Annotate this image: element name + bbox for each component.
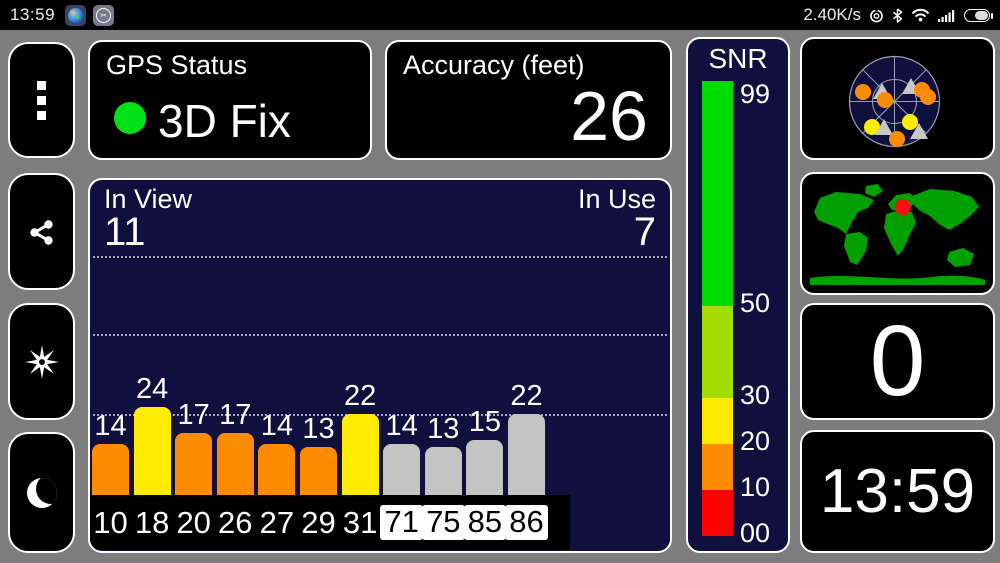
satellite-circle [919, 88, 936, 105]
bar-id-label: 29 [301, 504, 336, 540]
snr-scale-label: 99 [740, 79, 771, 109]
zero-value-card[interactable]: 0 [800, 303, 995, 420]
snr-bar [258, 444, 296, 495]
accuracy-label: Accuracy (feet) [403, 50, 585, 80]
fix-status-value: 3D Fix [158, 95, 291, 147]
satellite-triangle [875, 118, 893, 135]
in-use-label: In Use [577, 184, 656, 214]
bar-value-label: 22 [343, 380, 377, 412]
snr-scale-label: 00 [740, 518, 771, 548]
snr-bar [508, 414, 545, 495]
bar-value-label: 22 [510, 380, 543, 412]
snr-bar [92, 444, 129, 495]
globe-icon [68, 7, 84, 23]
accuracy-value: 26 [570, 77, 648, 155]
menu-button[interactable] [8, 42, 75, 158]
screenshot-app-icon: ✂ [93, 4, 115, 26]
world-map-card[interactable] [800, 172, 995, 295]
satellite-triangle [910, 122, 928, 139]
battery-icon [964, 8, 993, 22]
snr-scale-panel[interactable]: SNR 99 50 30 20 10 00 [686, 37, 790, 553]
scissors-icon: ✂ [96, 7, 112, 23]
bar-id-label: 20 [176, 504, 211, 540]
snr-scale-segment [702, 398, 733, 445]
bar-id-label: 71 [380, 495, 423, 550]
snr-bar [383, 444, 421, 495]
snr-scale-segment [702, 81, 733, 307]
snr-scale-label: 50 [740, 288, 771, 319]
bar-value-label: 14 [94, 410, 127, 442]
accuracy-card[interactable]: Accuracy (feet) 26 [385, 40, 672, 160]
in-view-label: In View [104, 184, 193, 214]
fix-indicator-dot [114, 102, 146, 134]
snr-bar [466, 440, 504, 495]
wifi-icon [911, 8, 930, 22]
snr-scale-label: 30 [740, 380, 771, 411]
bar-id-label: 31 [342, 504, 378, 540]
world-map [810, 184, 985, 285]
snr-scale-segment [702, 490, 733, 536]
bar-id-label: 18 [134, 504, 170, 540]
bar-value-label: 17 [177, 399, 210, 431]
night-mode-button[interactable] [8, 432, 75, 553]
snr-scale-label: 20 [740, 426, 771, 457]
share-button[interactable] [8, 173, 75, 290]
bar-value-label: 24 [135, 373, 169, 405]
night-mode-icon [26, 477, 57, 508]
bar-value-label: 15 [468, 406, 502, 438]
satellite-circle [876, 91, 893, 108]
snr-scale-segment [702, 306, 733, 399]
satellite-circle [888, 130, 905, 147]
map-marker [894, 199, 911, 216]
bar-value-label: 14 [385, 410, 418, 442]
bar-value-label: 17 [219, 399, 252, 431]
snr-bar [175, 433, 213, 495]
snr-scale-title: SNR [708, 43, 768, 74]
sky-view-card[interactable] [800, 37, 995, 160]
in-view-value: 11 [104, 210, 146, 254]
snr-bar [341, 414, 379, 495]
in-use-value: 7 [633, 210, 656, 254]
gridline [93, 414, 667, 416]
gridline [93, 334, 667, 336]
clock-value: 13:59 [819, 457, 976, 526]
bar-value-label: 14 [260, 410, 294, 442]
signal-strength-icon [938, 9, 955, 22]
bar-value-label: 13 [302, 413, 335, 445]
status-icons: 2.40K/s [803, 5, 993, 25]
snr-bar [133, 407, 171, 495]
snr-scale-segment [702, 444, 733, 490]
bar-id-label: 27 [259, 504, 295, 540]
status-bar: 13:59 ✂ 2.40K/s [0, 0, 1000, 30]
snr-bar [424, 447, 462, 495]
satellite-signal-panel[interactable]: In View 11 In Use 7 14 10 24 18 17 20 17 26 14 27… [88, 178, 672, 553]
data-saver-icon [870, 7, 883, 22]
bar-id-label: 26 [218, 504, 253, 540]
bar-id-label: 85 [463, 495, 507, 550]
overflow-menu-icon [37, 80, 46, 120]
bar-value-label: 13 [427, 413, 460, 445]
bluetooth-icon [893, 7, 903, 23]
bar-id-label: 86 [505, 495, 548, 550]
gps-status-card[interactable]: GPS Status 3D Fix [88, 40, 372, 160]
zero-value: 0 [869, 305, 926, 417]
bar-id-label: 10 [93, 504, 128, 540]
snr-bar [300, 447, 337, 495]
brightness-button[interactable] [8, 303, 75, 420]
snr-color-bar [702, 81, 733, 536]
clock-time: 13:59 [10, 5, 56, 24]
share-icon [29, 219, 53, 245]
clock-card[interactable]: 13:59 [800, 430, 995, 553]
bar-id-label: 75 [422, 495, 465, 550]
network-speed: 2.40K/s [803, 5, 861, 24]
snr-bar [216, 433, 254, 495]
gps-app-icon [65, 4, 87, 26]
gps-status-label: GPS Status [106, 50, 248, 80]
satellite-circle [854, 83, 871, 100]
gridline [93, 256, 667, 258]
snr-scale-label: 10 [740, 472, 771, 503]
brightness-icon [24, 344, 59, 379]
world-map-land [810, 184, 985, 285]
